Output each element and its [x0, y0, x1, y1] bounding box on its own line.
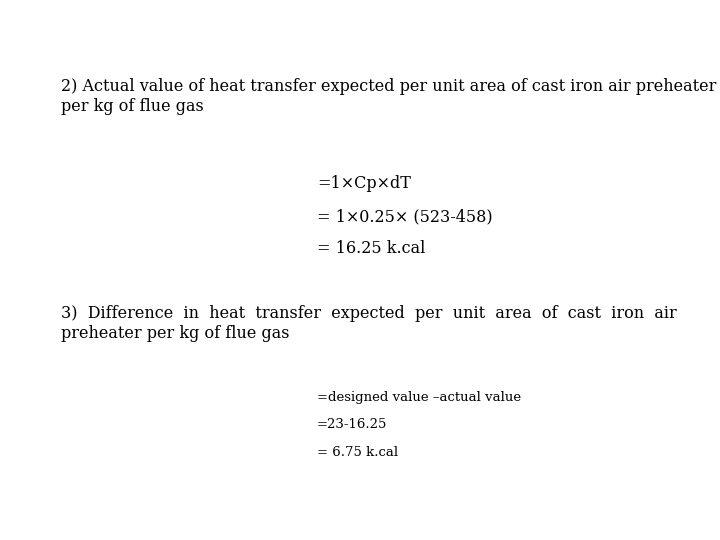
Text: =1×Cp×dT: =1×Cp×dT: [317, 176, 410, 192]
Text: =designed value –actual value: =designed value –actual value: [317, 392, 521, 404]
Text: = 1×0.25× (523-458): = 1×0.25× (523-458): [317, 208, 492, 225]
Text: = 16.25 k.cal: = 16.25 k.cal: [317, 240, 426, 257]
Text: =23-16.25: =23-16.25: [317, 418, 387, 431]
Text: 3)  Difference  in  heat  transfer  expected  per  unit  area  of  cast  iron  a: 3) Difference in heat transfer expected …: [61, 305, 677, 342]
Text: = 6.75 k.cal: = 6.75 k.cal: [317, 446, 398, 458]
Text: 2) Actual value of heat transfer expected per unit area of cast iron air preheat: 2) Actual value of heat transfer expecte…: [61, 78, 716, 115]
